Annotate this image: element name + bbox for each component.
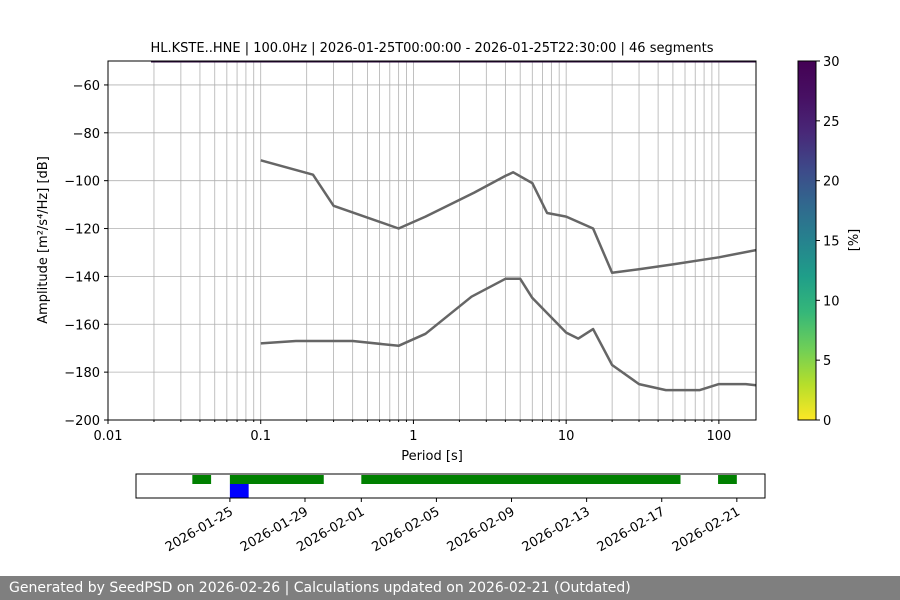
- x-tick-label: 1: [409, 429, 417, 444]
- psd-plot: HL.KSTE..HNE | 100.0Hz | 2026-01-25T00:0…: [36, 41, 757, 464]
- availability-bar: [192, 475, 212, 484]
- y-tick-label: −140: [64, 270, 100, 285]
- colorbar: 0 5 10 15 20 25 30 [%]: [797, 55, 862, 429]
- availability-bar: [718, 475, 737, 484]
- colorbar-tick-label: 0: [823, 414, 831, 429]
- y-tick-label: −160: [64, 318, 100, 333]
- timeline-bars: [192, 475, 737, 498]
- y-tick-label: −180: [64, 366, 100, 381]
- chart-title: HL.KSTE..HNE | 100.0Hz | 2026-01-25T00:0…: [151, 41, 714, 56]
- y-tick-label: −120: [64, 223, 100, 238]
- y-tick-label: −60: [73, 79, 100, 94]
- series-layer: [260, 159, 756, 392]
- colorbar-gradient: [797, 60, 817, 421]
- y-axis-label: Amplitude [m²/s⁴/Hz] [dB]: [36, 156, 51, 324]
- colorbar-tick-label: 25: [823, 115, 840, 130]
- y-ticks: −200 −180 −160 −140 −120 −100 −80 −60: [64, 79, 108, 429]
- x-axis-label: Period [s]: [401, 449, 463, 464]
- selected-day-bar: [229, 484, 249, 498]
- timeline-frame: [135, 473, 766, 499]
- vertical-grid: [153, 61, 720, 420]
- x-ticks: 0.01 0.1 1 10 100: [94, 420, 731, 444]
- timeline-tick-label: 2026-02-09: [445, 504, 518, 555]
- colorbar-tick-label: 15: [823, 235, 840, 250]
- colorbar-tick-label: 10: [823, 294, 840, 309]
- plot-frame: [107, 60, 757, 421]
- timeline-tick-label: 2026-02-21: [670, 504, 743, 555]
- timeline-tick-label: 2026-01-25: [163, 504, 236, 555]
- colorbar-label: [%]: [847, 229, 862, 252]
- colorbar-tick-label: 5: [823, 354, 831, 369]
- timeline-tick-label: 2026-02-05: [369, 504, 442, 555]
- series-line-1: [260, 159, 756, 275]
- colorbar-tick-label: 30: [823, 55, 840, 70]
- series-line-2: [260, 277, 756, 392]
- x-tick-label: 10: [558, 429, 575, 444]
- x-tick-label: 100: [706, 429, 731, 444]
- timeline-tick-label: 2026-02-17: [595, 504, 668, 555]
- x-tick-label: 0.1: [250, 429, 271, 444]
- horizontal-grid: [108, 84, 756, 421]
- y-tick-label: −100: [64, 175, 100, 190]
- y-tick-label: −200: [64, 414, 100, 429]
- colorbar-ticks: 0 5 10 15 20 25 30: [816, 55, 840, 429]
- timeline-tick-label: 2026-02-13: [520, 504, 593, 555]
- y-tick-label: −80: [73, 127, 100, 142]
- availability-bar: [229, 475, 324, 484]
- availability-bar: [361, 475, 681, 484]
- colorbar-tick-label: 20: [823, 175, 840, 190]
- footer-banner: Generated by SeedPSD on 2026-02-26 | Cal…: [0, 576, 900, 600]
- x-tick-label: 0.01: [94, 429, 123, 444]
